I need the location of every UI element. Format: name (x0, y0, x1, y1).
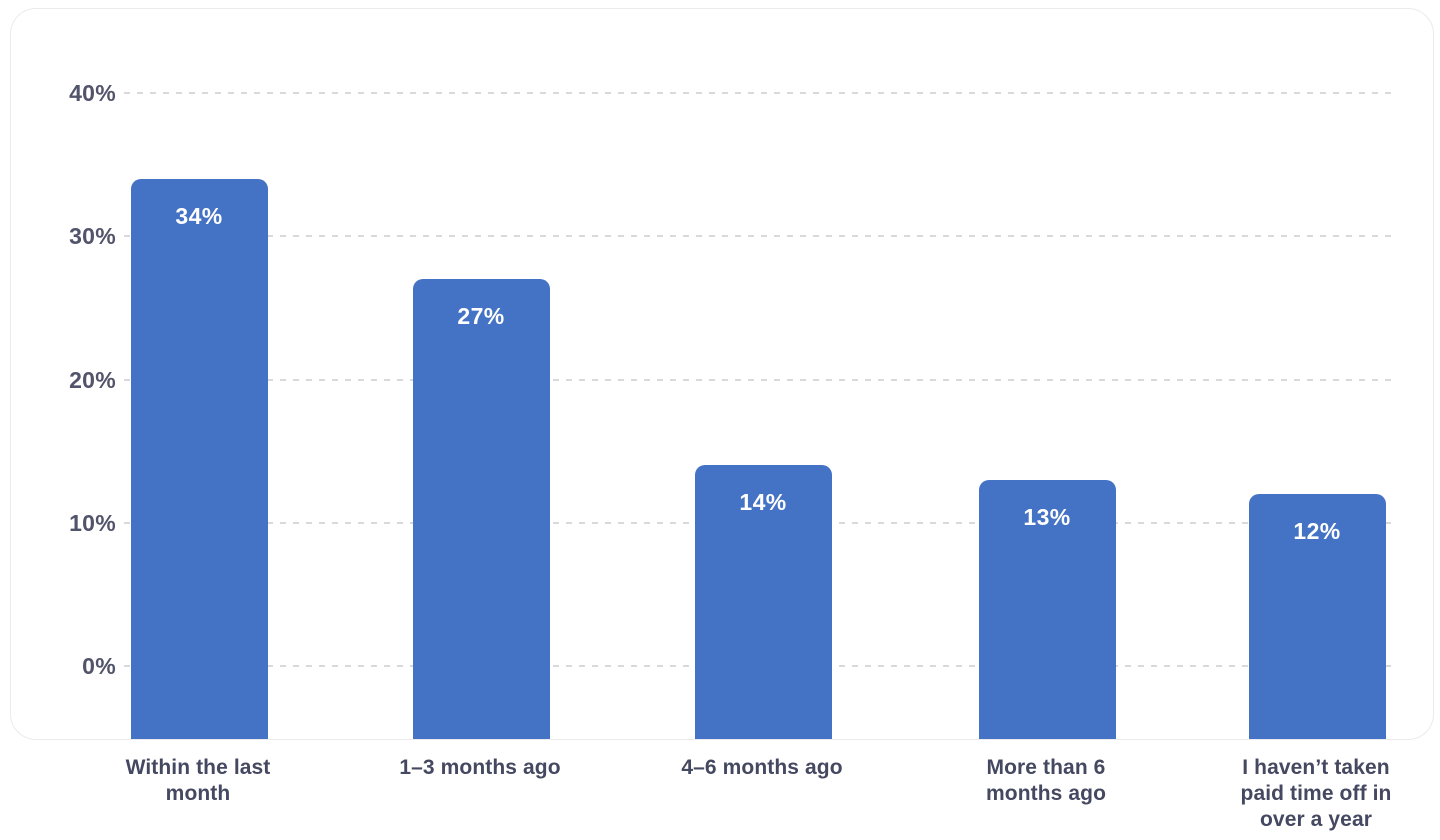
bar: 12% (1248, 494, 1386, 739)
bar-value-label: 14% (739, 489, 787, 516)
gridline (124, 235, 1396, 238)
y-axis-tick-label: 40% (69, 80, 116, 106)
y-axis-tick-label: 20% (69, 366, 116, 393)
y-axis-tick-label: 0% (82, 653, 116, 679)
gridline (124, 378, 1396, 381)
bar: 34% (130, 178, 268, 739)
x-axis-category-label: 1–3 months ago (399, 756, 561, 779)
x-axis-category-label: 4–6 months ago (681, 756, 843, 779)
gridline (124, 92, 1396, 94)
bar-chart: 0% 10% 20% 30% 40% 34% 27% 14% 13% 12% (11, 9, 1433, 739)
bar: 13% (978, 479, 1116, 739)
y-axis-tick-label: 30% (69, 223, 116, 250)
chart-card: 0% 10% 20% 30% 40% 34% 27% 14% 13% 12% (10, 8, 1434, 740)
x-axis-category-label: More than 6 months ago (986, 756, 1106, 805)
bar-value-label: 13% (1023, 503, 1071, 530)
y-axis-tick-label: 10% (69, 509, 116, 536)
bar-value-label: 12% (1293, 518, 1341, 545)
x-axis-category-label: I haven’t taken paid time off in over a … (1240, 756, 1392, 831)
bar: 27% (412, 279, 550, 739)
bar: 14% (694, 465, 832, 739)
bar-value-label: 34% (175, 202, 223, 229)
x-axis-category-label: Within the last month (125, 756, 271, 805)
bar-value-label: 27% (457, 303, 505, 330)
